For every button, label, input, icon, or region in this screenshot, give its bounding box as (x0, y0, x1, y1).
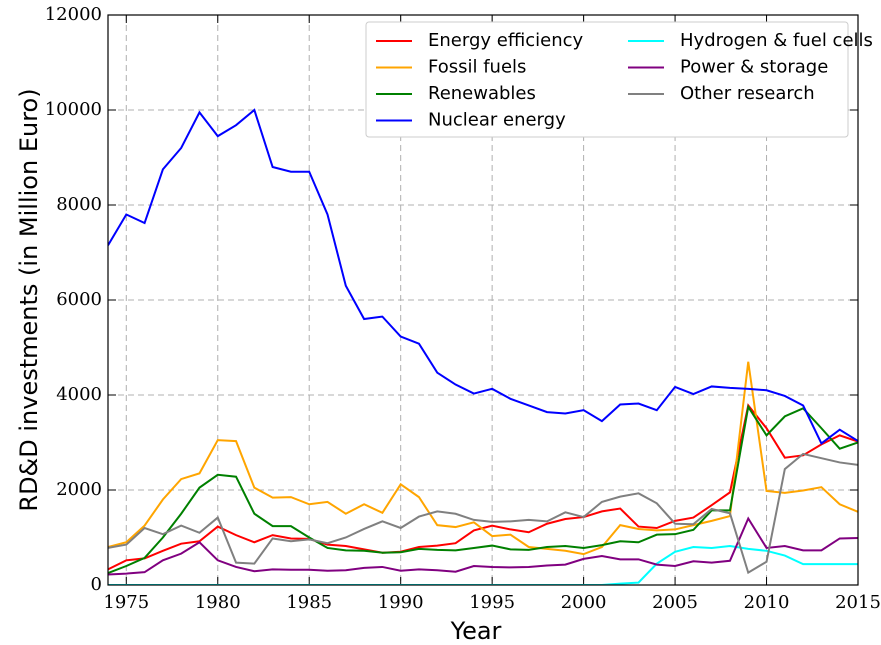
legend-label: Other research (680, 83, 815, 104)
legend-label: Energy efficiency (428, 30, 583, 51)
x-tick-label: 2015 (835, 592, 881, 613)
x-tick-label: 1980 (195, 592, 241, 613)
x-tick-label: 2000 (561, 592, 607, 613)
x-axis-label: Year (450, 617, 502, 645)
legend-label: Nuclear energy (428, 110, 566, 131)
series-line (108, 545, 858, 585)
x-tick-label: 1995 (469, 592, 515, 613)
series-line (108, 452, 858, 575)
y-tick-label: 4000 (56, 384, 102, 405)
y-tick-label: 12000 (45, 4, 102, 25)
y-tick-label: 8000 (56, 194, 102, 215)
series-line (108, 108, 858, 445)
legend-label: Hydrogen & fuel cells (680, 30, 873, 51)
y-tick-label: 6000 (56, 289, 102, 310)
x-tick-label: 1975 (103, 592, 149, 613)
legend-box (365, 21, 849, 138)
series-line (108, 403, 858, 571)
series-line (108, 516, 858, 576)
x-tick-label: 1990 (378, 592, 424, 613)
legend-label: Fossil fuels (428, 57, 526, 78)
y-tick-label: 2000 (56, 479, 102, 500)
y-axis-label: RD&D investments (in Million Euro) (15, 88, 43, 511)
series-line (108, 404, 858, 575)
y-tick-label: 10000 (45, 99, 102, 120)
y-tick-label: 0 (91, 574, 102, 595)
legend-label: Power & storage (680, 57, 828, 78)
x-tick-label: 1985 (286, 592, 332, 613)
legend-label: Renewables (428, 83, 536, 104)
x-tick-label: 2005 (652, 592, 698, 613)
plot-frame (107, 14, 859, 586)
x-tick-label: 2010 (744, 592, 790, 613)
